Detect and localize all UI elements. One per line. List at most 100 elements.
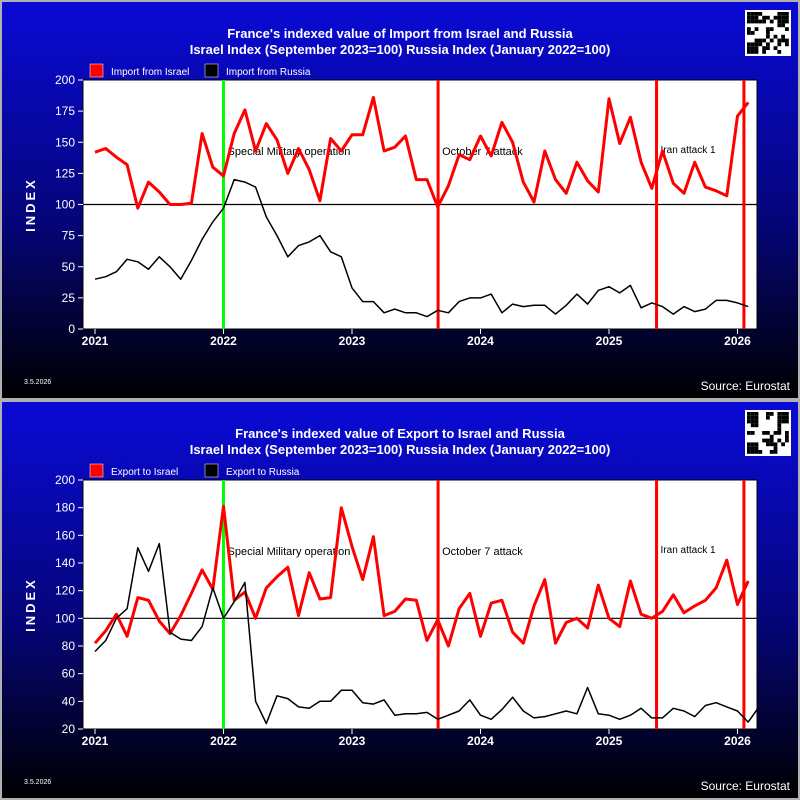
y-tick-label: 180	[55, 501, 75, 515]
qr-module	[785, 15, 789, 20]
qr-module	[777, 438, 782, 443]
qr-module	[754, 415, 759, 420]
qr-module	[747, 415, 751, 420]
event-label: October 7 attack	[442, 546, 523, 558]
qr-module	[754, 450, 759, 454]
qr-module	[777, 23, 782, 28]
qr-module	[754, 446, 759, 450]
qr-module	[766, 27, 770, 31]
qr-module	[747, 431, 751, 435]
panel-border	[0, 0, 800, 400]
x-tick-label: 2025	[596, 334, 623, 348]
qr-module	[773, 34, 778, 39]
qr-module	[747, 12, 751, 16]
qr-module	[785, 412, 789, 416]
qr-module	[750, 31, 755, 35]
import-chart: France's indexed value of Import from Is…	[0, 0, 800, 400]
qr-module	[754, 50, 759, 54]
chart-subtitle: Israel Index (September 2023=100) Russia…	[190, 42, 611, 57]
chart-title: France's indexed value of Export to Isra…	[235, 426, 565, 441]
legend-label: Import from Russia	[226, 67, 311, 78]
qr-module	[773, 442, 778, 447]
y-tick-label: 75	[62, 229, 76, 243]
qr-module	[762, 50, 766, 54]
qr-module	[747, 19, 751, 24]
qr-module	[747, 50, 751, 54]
qr-module	[766, 431, 770, 435]
x-tick-label: 2021	[82, 334, 109, 348]
y-tick-label: 80	[62, 639, 76, 653]
x-tick-label: 2026	[724, 734, 751, 748]
qr-module	[769, 442, 774, 447]
qr-module	[750, 431, 755, 435]
event-label: Special Military operation	[228, 146, 351, 158]
y-axis-label: INDEX	[23, 177, 38, 232]
qr-module	[754, 419, 759, 424]
qr-module	[785, 42, 789, 47]
qr-module	[750, 15, 755, 20]
import-chart-panel: France's indexed value of Import from Is…	[0, 0, 800, 400]
y-tick-label: 160	[55, 528, 75, 542]
qr-module	[777, 431, 782, 435]
x-tick-label: 2021	[82, 734, 109, 748]
qr-module	[773, 46, 778, 50]
qr-module	[769, 438, 774, 443]
qr-module	[750, 50, 755, 54]
qr-module	[766, 42, 770, 47]
qr-module	[769, 412, 774, 416]
legend-swatch	[89, 463, 104, 478]
series-line-israel	[93, 504, 750, 648]
legend-label: Import from Israel	[111, 67, 189, 78]
y-tick-label: 0	[68, 322, 75, 336]
qr-module	[773, 450, 778, 454]
y-tick-label: 100	[55, 611, 75, 625]
x-tick-label: 2025	[596, 734, 623, 748]
qr-module	[747, 42, 751, 47]
qr-module	[754, 19, 759, 24]
qr-module	[777, 42, 782, 47]
qr-module	[750, 442, 755, 447]
qr-module	[747, 15, 751, 20]
qr-module	[777, 12, 782, 16]
panel-border	[0, 400, 800, 800]
qr-module	[754, 27, 759, 31]
qr-module	[747, 419, 751, 424]
qr-module	[766, 46, 770, 50]
qr-module	[750, 415, 755, 420]
qr-module	[754, 412, 759, 416]
y-tick-label: 40	[62, 694, 76, 708]
x-tick-label: 2022	[210, 734, 237, 748]
qr-module	[781, 38, 785, 43]
qr-module	[781, 419, 785, 424]
legend-swatch	[89, 63, 104, 78]
y-tick-label: 60	[62, 667, 76, 681]
qr-module	[762, 46, 766, 50]
qr-module	[750, 412, 755, 416]
qr-module	[781, 15, 785, 20]
y-tick-label: 140	[55, 556, 75, 570]
qr-module	[777, 423, 782, 428]
qr-module	[762, 438, 766, 443]
qr-module	[750, 46, 755, 50]
qr-code-icon	[745, 10, 791, 56]
qr-module	[766, 34, 770, 39]
x-tick-label: 2023	[339, 334, 366, 348]
qr-module	[754, 12, 759, 16]
legend-swatch	[204, 63, 219, 78]
chart-title: France's indexed value of Import from Is…	[227, 26, 573, 41]
qr-module	[754, 38, 759, 43]
qr-module	[750, 12, 755, 16]
qr-module	[766, 412, 770, 416]
qr-module	[777, 415, 782, 420]
qr-module	[747, 31, 751, 35]
qr-module	[781, 34, 785, 39]
qr-module	[769, 450, 774, 454]
qr-module	[777, 427, 782, 431]
qr-module	[785, 27, 789, 31]
qr-module	[758, 19, 763, 24]
qr-module	[777, 19, 782, 24]
y-tick-label: 200	[55, 73, 75, 87]
qr-module	[781, 442, 785, 447]
qr-module	[785, 19, 789, 24]
y-tick-label: 200	[55, 473, 75, 487]
